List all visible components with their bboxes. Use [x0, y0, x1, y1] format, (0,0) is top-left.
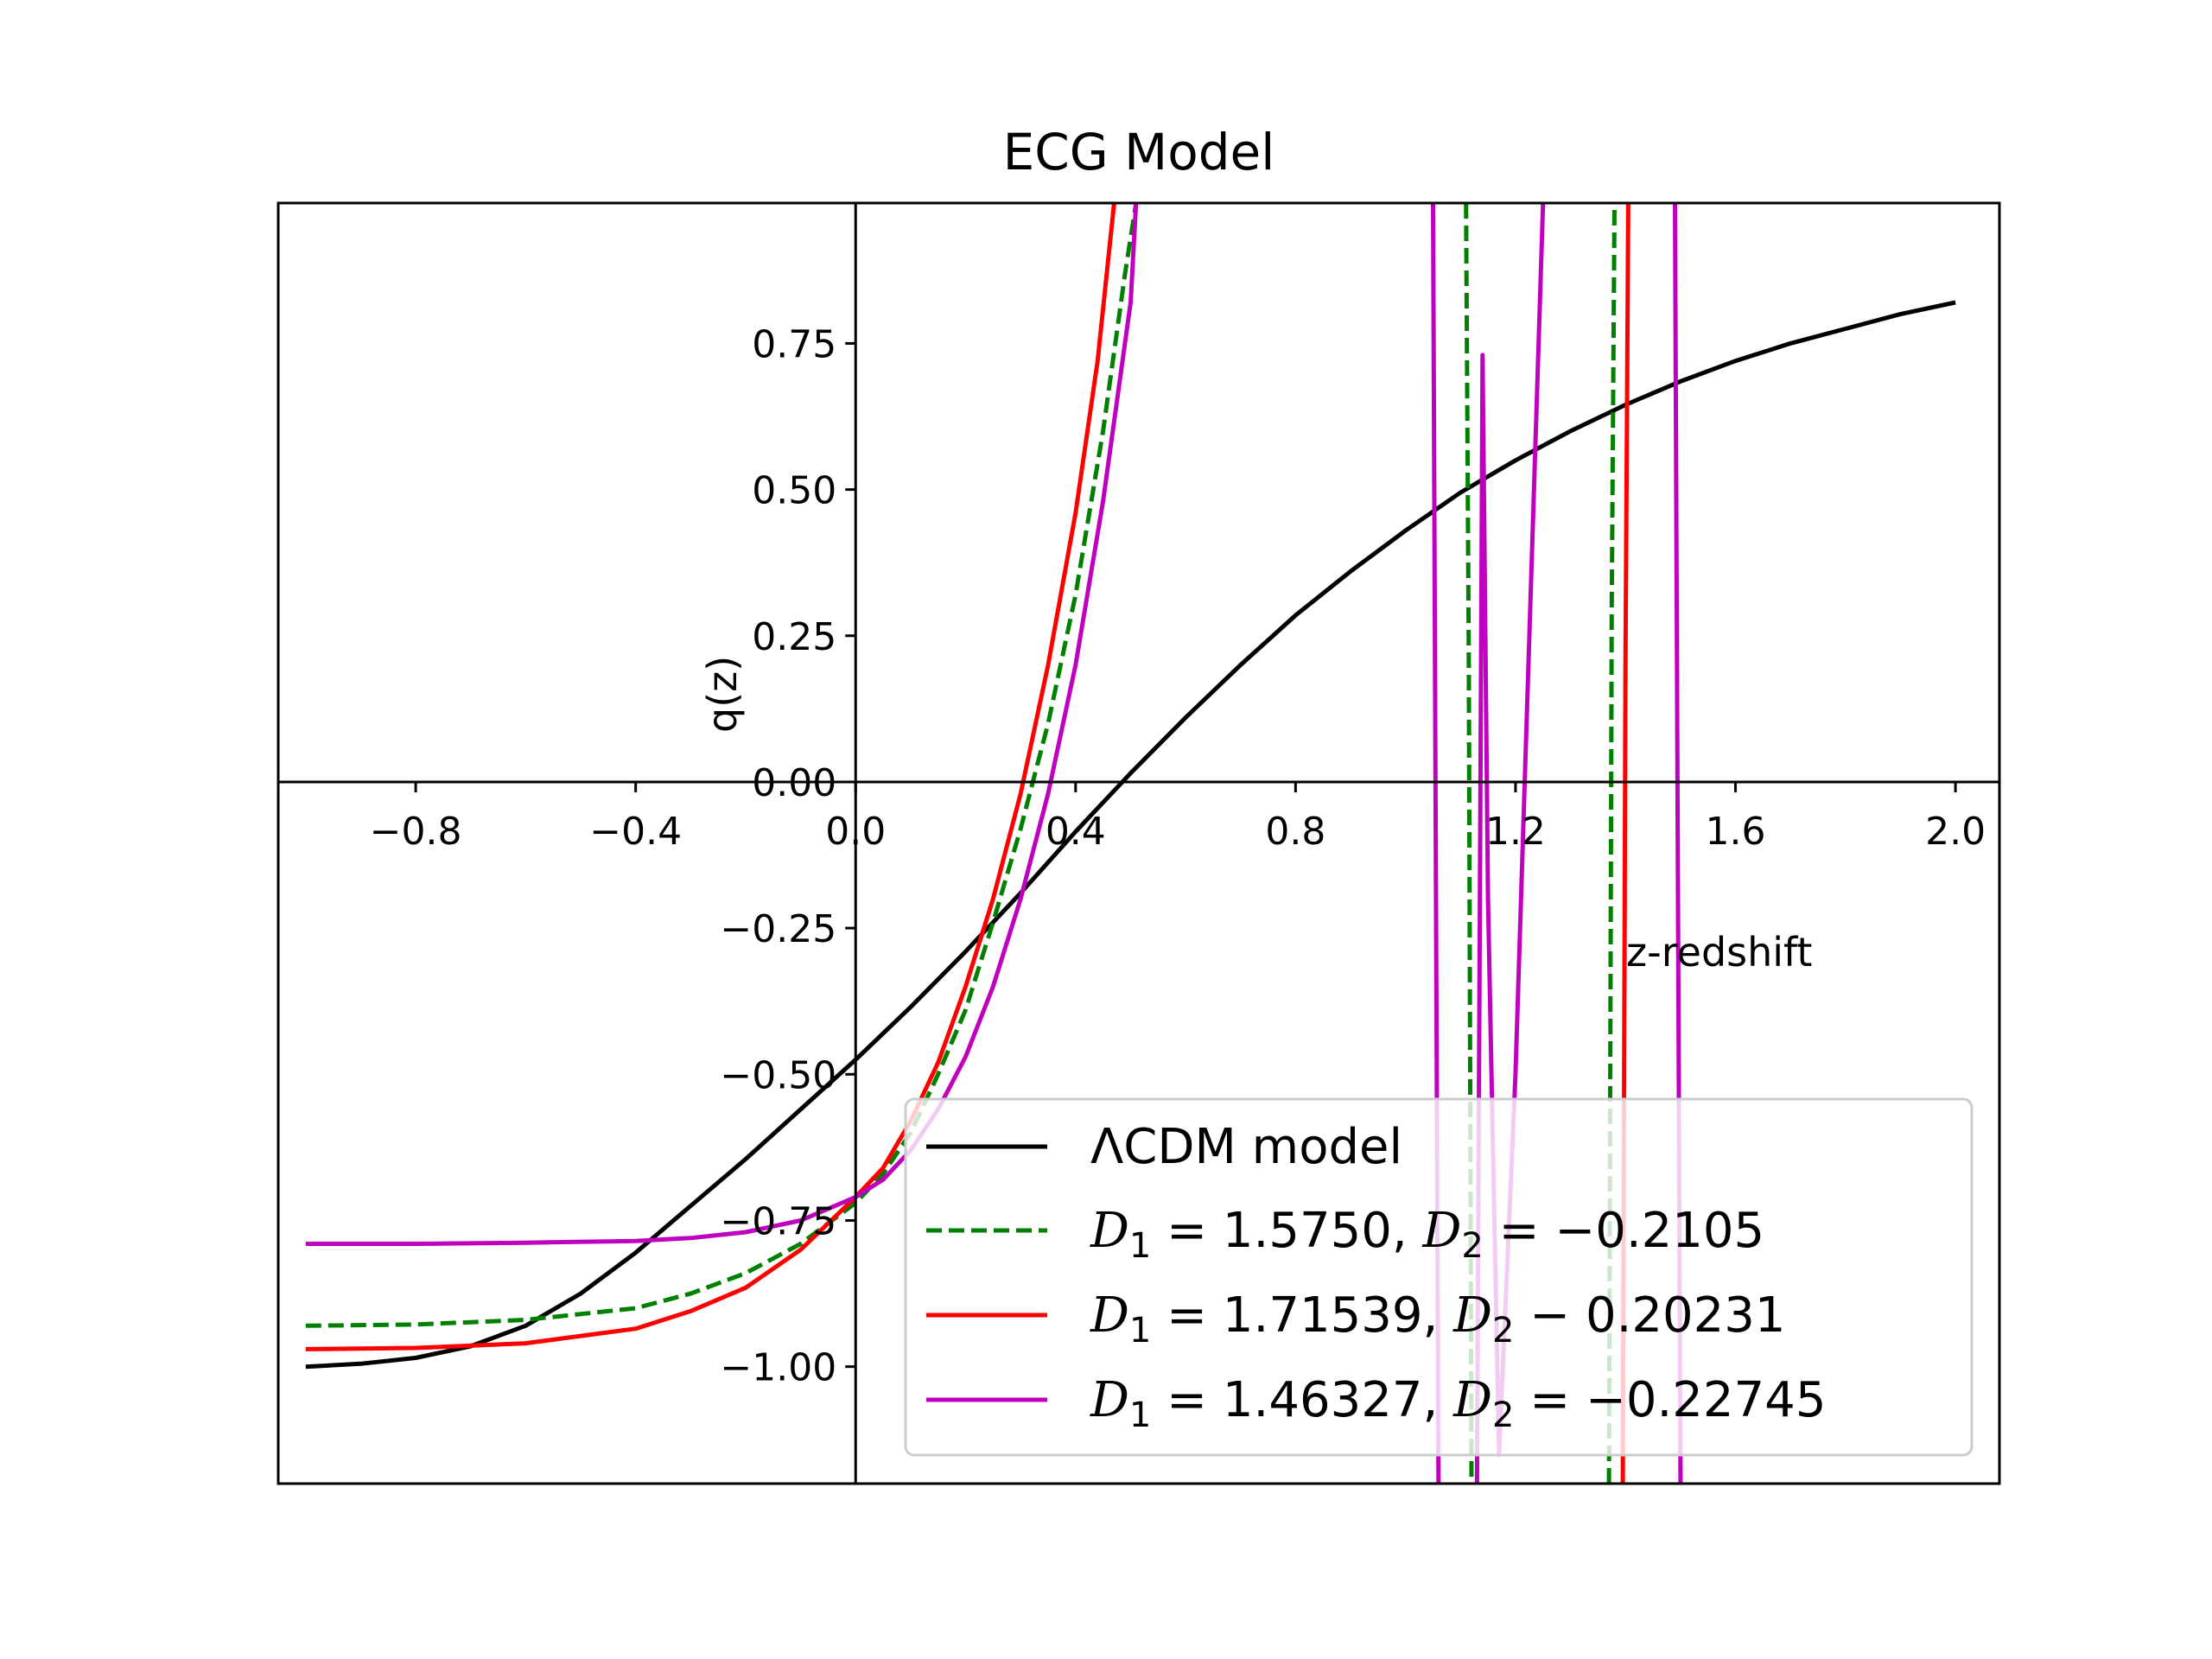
x-tick-label: 1.2 — [1485, 810, 1546, 854]
x-tick-label: 0.4 — [1046, 810, 1106, 854]
x-tick-label: 2.0 — [1925, 810, 1986, 854]
chart-title: ECG Model — [1003, 123, 1275, 181]
y-tick-label: 0.00 — [752, 761, 836, 805]
legend-label-d1-146327: D1 = 1.46327, D2 = −0.22745 — [1090, 1372, 1826, 1435]
legend-label-lcdm: ΛCDM model — [1090, 1119, 1402, 1175]
axes — [278, 203, 1999, 1484]
series-lcdm-model — [305, 300, 1956, 1370]
legend: ΛCDM model D1 = 1.5750, D2 = −0.2105 D1 … — [904, 1097, 1974, 1457]
y-tick-label: −0.75 — [720, 1199, 836, 1243]
y-tick-label: −1.00 — [720, 1346, 836, 1390]
y-axis-label: q(z) — [699, 656, 746, 733]
x-axis-label: z-redshift — [1626, 929, 1812, 976]
y-axis-ticks: −1.00 −0.75 −0.50 −0.25 0.00 0.25 0.50 0.75 — [720, 322, 856, 1390]
y-tick-label: 0.75 — [752, 322, 836, 366]
x-axis-ticks: −0.8 −0.4 0.0 0.4 0.8 1.2 1.6 2.0 — [370, 781, 1986, 854]
legend-box — [904, 1097, 1974, 1457]
x-tick-label: 1.6 — [1706, 810, 1766, 854]
x-tick-label: −0.8 — [370, 810, 462, 854]
series-d1-171539 — [305, 203, 1116, 1351]
x-tick-label: 0.0 — [825, 810, 886, 854]
x-tick-label: 0.8 — [1265, 810, 1325, 854]
y-tick-label: 0.50 — [752, 469, 836, 513]
y-tick-label: −0.25 — [720, 907, 836, 951]
y-tick-label: 0.25 — [752, 615, 836, 659]
legend-label-d1-171539: D1 = 1.71539, D2 − 0.20231 — [1090, 1287, 1786, 1351]
legend-label-d1-15750: D1 = 1.5750, D2 = −0.2105 — [1090, 1203, 1764, 1266]
x-tick-label: −0.4 — [589, 810, 682, 854]
plot-frame — [276, 201, 2001, 1485]
y-tick-label: −0.50 — [720, 1053, 836, 1097]
series-d1-15750 — [1464, 203, 1474, 1484]
